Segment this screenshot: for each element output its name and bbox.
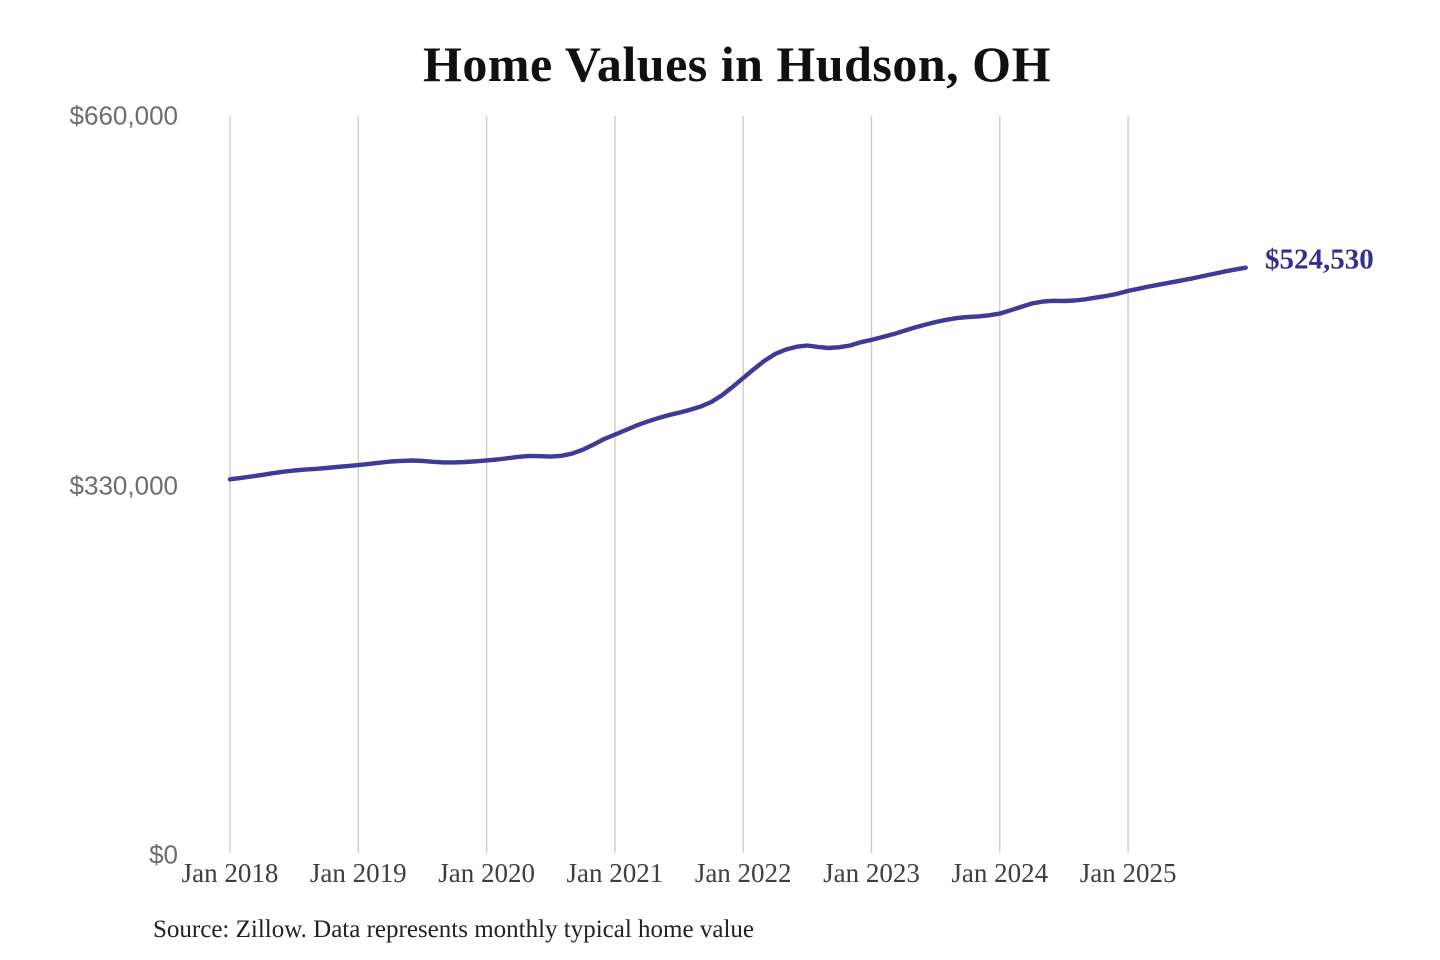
x-tick-label: Jan 2022	[694, 858, 792, 888]
latest-value-label: $524,530	[1265, 243, 1374, 276]
x-tick-label: Jan 2018	[181, 858, 279, 888]
y-tick-label: $0	[149, 839, 178, 870]
chart-title: Home Values in Hudson, OH	[423, 36, 1051, 92]
y-tick-label: $660,000	[69, 100, 178, 131]
home-value-line	[227, 265, 1248, 482]
x-tick-label: Jan 2019	[309, 858, 407, 888]
y-tick-label: $330,000	[69, 470, 178, 500]
x-tick-label: Jan 2021	[566, 858, 664, 888]
source-note: Source: Zillow. Data represents monthly …	[153, 916, 754, 943]
x-tick-label: Jan 2020	[438, 858, 535, 888]
x-tick-label: Jan 2023	[823, 858, 920, 888]
year-gridlines	[229, 116, 1129, 853]
x-tick-label: Jan 2025	[1079, 858, 1177, 888]
x-tick-label: Jan 2024	[951, 858, 1049, 888]
